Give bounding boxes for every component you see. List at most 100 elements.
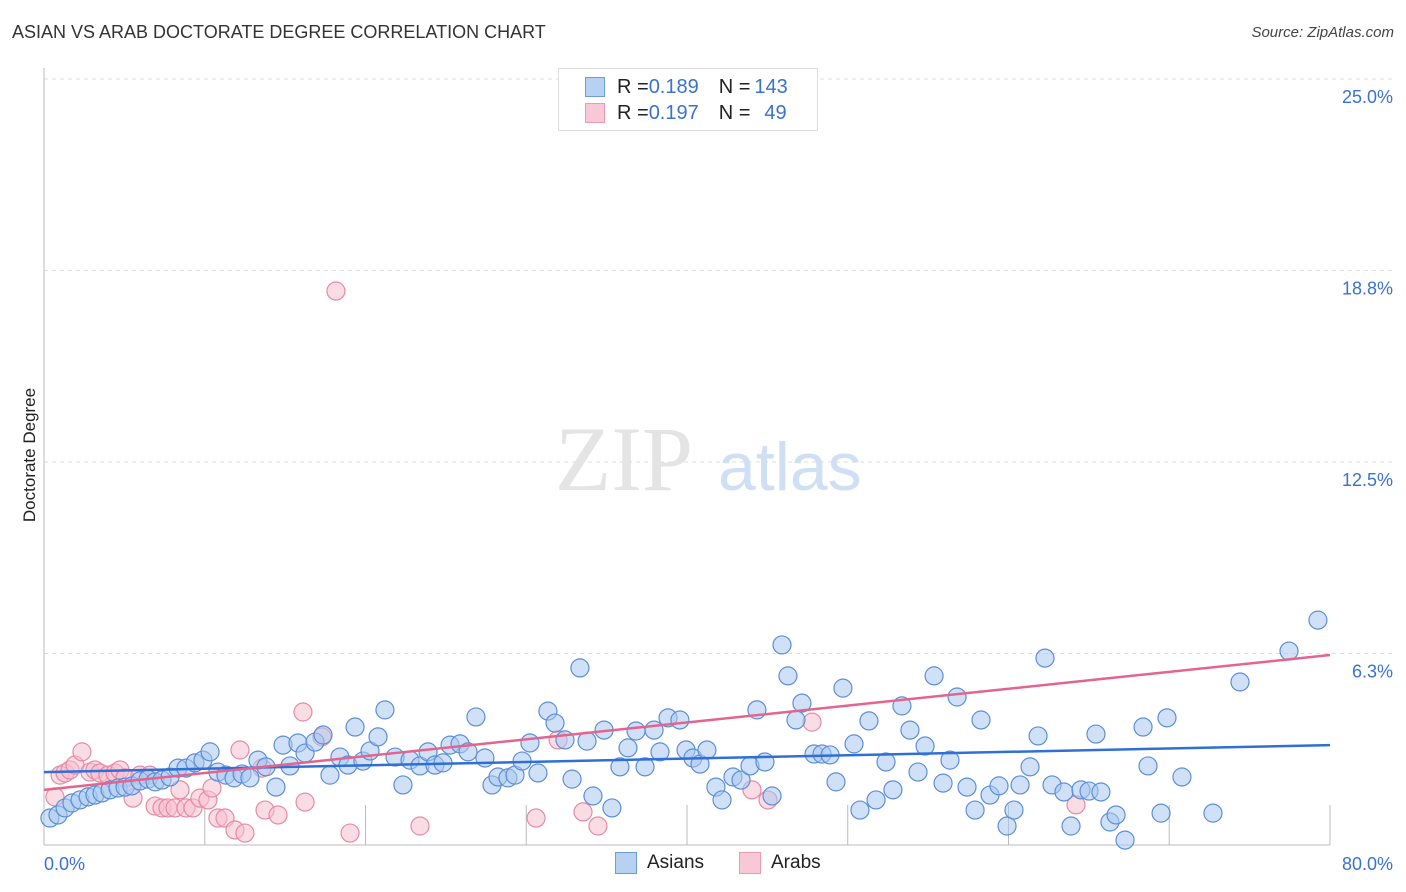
source-label: Source: ZipAtlas.com <box>1251 24 1394 41</box>
asian-point <box>772 635 792 655</box>
r-value: 0.189 <box>648 75 699 98</box>
arab-point <box>72 742 92 762</box>
asian-point <box>697 740 717 760</box>
asian-point <box>1230 672 1250 692</box>
asian-point <box>792 693 812 713</box>
arab-point <box>293 702 313 722</box>
arab-trend-line <box>43 653 1331 792</box>
asian-point <box>670 710 690 730</box>
asian-point <box>971 710 991 730</box>
asian-point <box>712 790 732 810</box>
y-tick-label: 12.5% <box>1342 470 1393 490</box>
asian-point <box>778 666 798 686</box>
asian-point <box>1054 782 1074 802</box>
legend-item-asians: Asians <box>615 852 704 874</box>
arab-point <box>235 823 255 843</box>
watermark-zip: ZIP <box>555 408 693 510</box>
asian-point <box>345 717 365 737</box>
asian-point <box>602 798 622 818</box>
asian-point <box>833 678 853 698</box>
legend-row-arabs: R = 0.197 N = 49 <box>585 100 787 126</box>
r-value: 0.197 <box>648 101 699 124</box>
asian-point <box>908 762 928 782</box>
asian-point <box>859 711 879 731</box>
asian-point <box>583 786 603 806</box>
asian-point <box>1203 803 1223 823</box>
arab-point <box>573 802 593 822</box>
r-label: R = <box>617 75 649 98</box>
legend-label-asians: Asians <box>647 852 705 873</box>
arab-point <box>202 778 222 798</box>
asian-point <box>375 700 395 720</box>
asian-point <box>1172 767 1192 787</box>
n-value: 143 <box>754 75 788 98</box>
arabs-swatch <box>585 103 605 123</box>
x-tick-label: 80.0% <box>1342 854 1393 874</box>
n-label: N = <box>718 75 751 98</box>
asian-point <box>1138 756 1158 776</box>
asian-point <box>997 816 1017 836</box>
arab-point <box>588 816 608 836</box>
asian-point <box>1279 641 1299 661</box>
asian-point <box>200 742 220 762</box>
y-tick-label: 6.3% <box>1352 662 1393 682</box>
asian-point <box>1151 803 1171 823</box>
arab-point <box>410 816 430 836</box>
asian-point <box>466 707 486 727</box>
chart-title: ASIAN VS ARAB DOCTORATE DEGREE CORRELATI… <box>12 22 546 42</box>
asian-point <box>1004 800 1024 820</box>
arab-point <box>326 281 346 301</box>
asian-point <box>313 725 333 745</box>
asian-point <box>915 736 935 756</box>
asians-swatch <box>615 852 637 874</box>
asian-point <box>866 790 886 810</box>
arab-point <box>526 808 546 828</box>
asian-point <box>266 777 286 797</box>
y-tick-label: 25.0% <box>1342 87 1393 107</box>
asian-point <box>610 757 630 777</box>
asian-point <box>1028 726 1048 746</box>
legend-label-arabs: Arabs <box>771 852 821 873</box>
asian-point <box>635 757 655 777</box>
asian-point <box>900 720 920 740</box>
asian-point <box>393 775 413 795</box>
arab-point <box>295 792 315 812</box>
arab-point <box>230 740 250 760</box>
asian-point <box>850 800 870 820</box>
asian-point <box>570 658 590 678</box>
asian-point <box>1106 805 1126 825</box>
asian-point <box>644 720 664 740</box>
arab-point <box>340 823 360 843</box>
asian-point <box>618 738 638 758</box>
asian-point <box>1091 782 1111 802</box>
y-tick-label: 18.8% <box>1342 279 1393 299</box>
asian-point <box>626 721 646 741</box>
asian-point <box>989 776 1009 796</box>
asian-point <box>368 727 388 747</box>
asian-point <box>650 742 670 762</box>
x-tick-label: 0.0% <box>44 854 85 874</box>
asian-point <box>940 750 960 770</box>
asian-point <box>1010 775 1030 795</box>
asian-point <box>320 765 340 785</box>
n-label: N = <box>718 101 751 124</box>
asian-point <box>957 777 977 797</box>
asian-point <box>844 734 864 754</box>
asian-point <box>1086 724 1106 744</box>
asian-point <box>1020 757 1040 777</box>
asian-point <box>876 752 896 772</box>
r-label: R = <box>617 101 649 124</box>
asian-point <box>933 773 953 793</box>
asian-point <box>562 769 582 789</box>
asian-point <box>1061 816 1081 836</box>
asian-point <box>924 666 944 686</box>
arab-point <box>268 805 288 825</box>
asian-point <box>965 800 985 820</box>
asian-point <box>1133 717 1153 737</box>
legend-item-arabs: Arabs <box>739 852 821 874</box>
arab-point <box>170 780 190 800</box>
asian-point <box>1157 708 1177 728</box>
asian-point <box>1035 648 1055 668</box>
